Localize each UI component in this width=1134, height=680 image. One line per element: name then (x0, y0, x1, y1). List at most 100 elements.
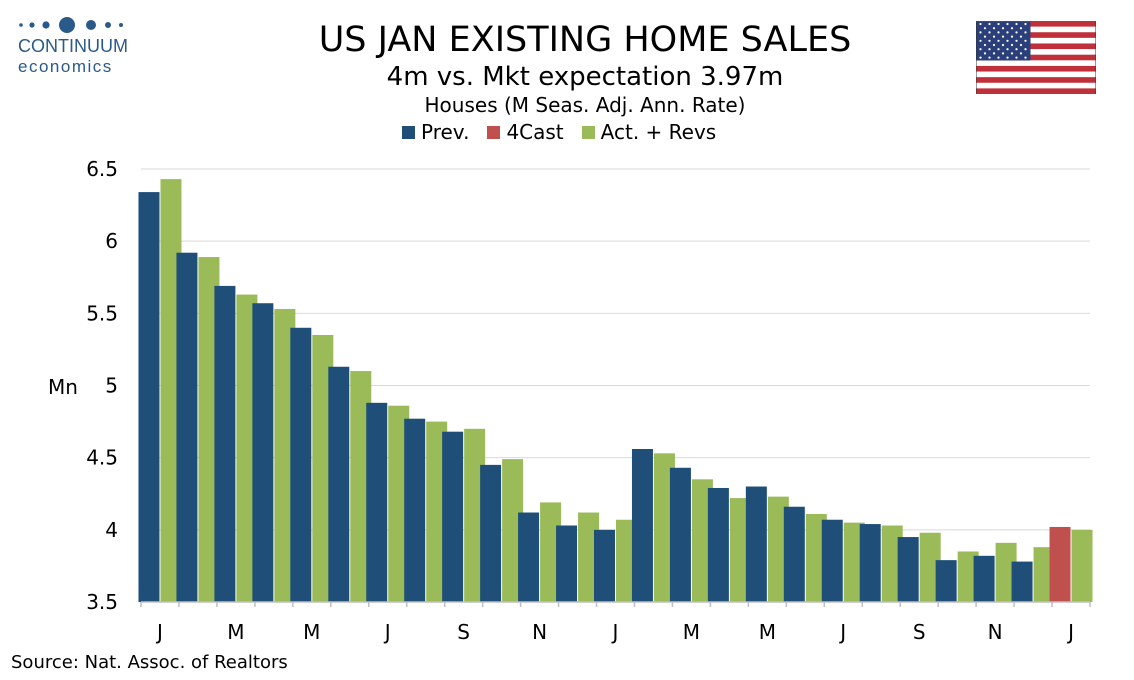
y-tick-label: 6.5 (86, 157, 118, 181)
legend-swatch-prev (402, 125, 415, 139)
flag-star (1019, 43, 1023, 47)
bar-actual (729, 498, 751, 602)
flag-star (1010, 52, 1014, 55)
x-tick-label: J (1066, 620, 1074, 644)
flag-star (997, 31, 1000, 34)
bar-actual (767, 496, 789, 602)
flag-star (988, 31, 991, 34)
x-tick-label: M (683, 620, 700, 644)
continuum-logo: CONTINUUM economics (14, 14, 134, 76)
x-tick-label: J (383, 620, 391, 644)
flag-star (983, 52, 987, 55)
bar-prev (138, 192, 160, 603)
legend-item-4cast: 4Cast (487, 120, 564, 144)
flag-star (1001, 43, 1005, 47)
flag-star (979, 39, 982, 42)
flag-star (997, 56, 1000, 59)
flag-star (1010, 27, 1014, 30)
flag-stripe (976, 88, 1096, 94)
y-tick-label: 6 (105, 229, 118, 253)
flag-star (1001, 52, 1005, 55)
flag-star (983, 35, 987, 38)
flag-star (979, 48, 982, 51)
bar-actual (616, 519, 637, 602)
flag-star (1006, 48, 1009, 51)
logo-sub-text: economics (18, 57, 113, 76)
bar-prev (176, 252, 198, 603)
y-tick-label: 5 (105, 374, 118, 398)
flag-star (1024, 31, 1027, 34)
bar-prev (707, 487, 729, 602)
bar-prev (214, 285, 236, 602)
flag-star (1015, 31, 1018, 34)
legend-item-prev: Prev. (402, 120, 469, 144)
bar-prev (442, 431, 464, 602)
flag-stripe (976, 77, 1096, 83)
bar-prev (404, 418, 426, 602)
bar-prev (897, 537, 919, 602)
bar-actual (540, 502, 562, 602)
bar-actual (919, 532, 941, 602)
bar-prev (594, 529, 615, 602)
flag-star (1024, 39, 1027, 42)
bar-actual (957, 551, 979, 602)
x-tick-label: N (988, 620, 1003, 644)
flag-star (1015, 56, 1018, 59)
flag-star (997, 22, 1000, 26)
flag-star (1015, 22, 1018, 26)
flag-star (979, 31, 982, 34)
legend-swatch-actual (581, 125, 595, 139)
bar-prev (290, 327, 312, 602)
bar-actual (502, 459, 524, 602)
flag-stripe (976, 54, 1096, 61)
bar-prev (859, 524, 881, 602)
flag-star (1019, 35, 1023, 38)
flag-star (988, 39, 991, 42)
flag-star (1001, 27, 1005, 30)
chart-subtitle: 4m vs. Mkt expectation 3.97m (386, 62, 784, 92)
x-tick-label: M (227, 620, 244, 644)
flag-star (1024, 22, 1027, 26)
bar-actual (995, 542, 1017, 602)
flag-star (979, 56, 982, 59)
bar-prev (480, 464, 502, 602)
legend-item-actual: Act. + Revs (581, 120, 717, 144)
bar-actual (1033, 547, 1055, 602)
bar-prev (669, 467, 691, 602)
flag-star (983, 27, 987, 30)
bar-actual (312, 334, 334, 602)
bar-prev (366, 402, 388, 602)
flag-star (997, 48, 1000, 51)
y-axis-label: Mn (48, 375, 78, 399)
bar-actual (198, 257, 220, 602)
x-tick-label: J (838, 620, 846, 644)
flag-star (997, 39, 1000, 42)
bar-actual (426, 421, 448, 602)
bar-actual (578, 512, 600, 602)
y-tick-label: 3.5 (86, 590, 118, 614)
logo-dots-icon (19, 17, 123, 33)
bar-actual (388, 405, 410, 602)
bar-prev (631, 449, 653, 602)
bar-prev (745, 486, 767, 602)
y-tick-label: 4 (105, 518, 118, 542)
bar-actual (843, 522, 865, 602)
flag-star (983, 43, 987, 47)
logo-brand-text: CONTINUUM (18, 36, 128, 56)
flag-star (1006, 56, 1009, 59)
y-tick-label: 5.5 (86, 301, 118, 325)
legend-swatch-4cast (487, 125, 501, 139)
flag-stripe (976, 43, 1096, 50)
flag-star (1001, 35, 1005, 38)
legend-label-actual: Act. + Revs (600, 120, 717, 144)
bar-actual (236, 294, 258, 602)
legend-label-4cast: 4Cast (506, 120, 564, 144)
bars (138, 179, 1093, 603)
x-tick-label: J (155, 620, 163, 644)
bar-prev (935, 560, 957, 602)
flag-star (1006, 31, 1009, 34)
source-note: Source: Nat. Assoc. of Realtors (11, 652, 288, 673)
flag-star (992, 27, 996, 30)
bar-actual (691, 479, 713, 602)
